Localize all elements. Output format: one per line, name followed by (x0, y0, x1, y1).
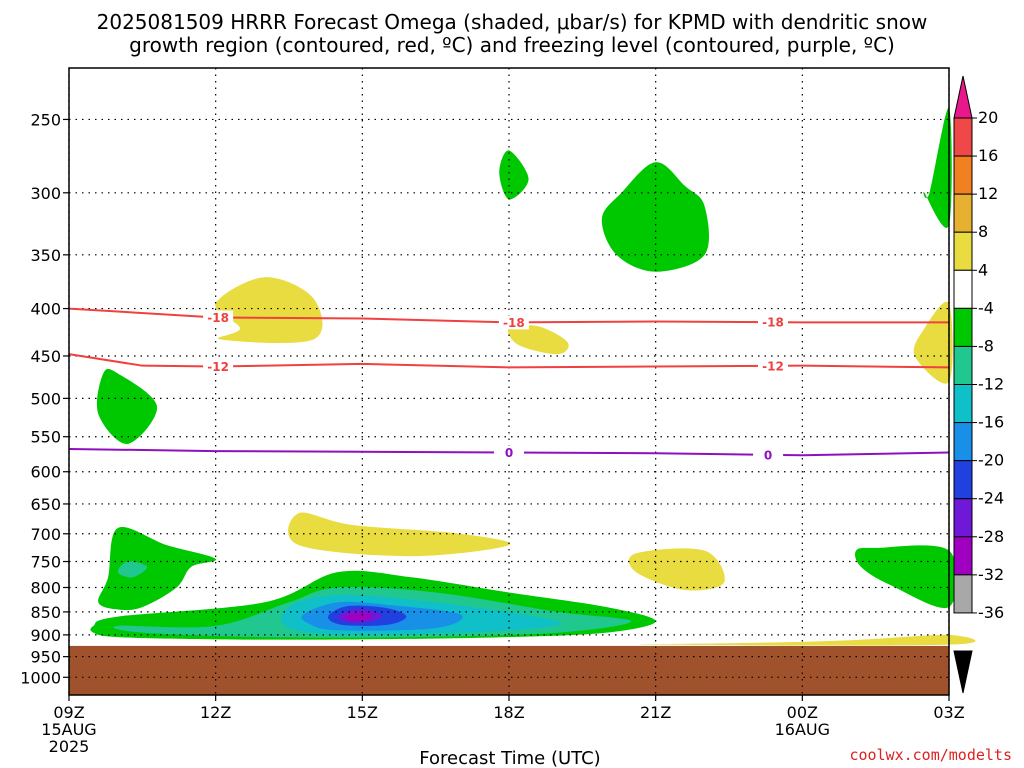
omega-region-10 (855, 545, 958, 609)
x-tick-label: 09Z (53, 703, 84, 722)
colorbar-swatch (953, 536, 973, 576)
colorbar-bottom-arrow (953, 650, 973, 694)
colorbar-swatch (953, 193, 973, 233)
y-tick-label: 350 (30, 246, 61, 265)
y-tick-label: 850 (30, 603, 61, 622)
contour-label-bg (494, 445, 524, 460)
chart-title-line-2: growth region (contoured, red, ºC) and f… (129, 33, 895, 57)
contour-label: 0 (505, 446, 513, 460)
x-tick-date: 16AUG (775, 720, 830, 739)
colorbar-swatch (953, 117, 973, 157)
y-tick-label: 900 (30, 626, 61, 645)
x-tick-year: 2025 (49, 737, 90, 756)
colorbar-label: 20 (978, 108, 998, 127)
colorbar-swatch (953, 307, 973, 347)
colorbar-label: -32 (978, 565, 1004, 584)
x-axis-title: Forecast Time (UTC) (419, 748, 600, 768)
omega-region-0 (499, 150, 529, 200)
colorbar-label: 8 (978, 222, 988, 241)
colorbar-swatch (953, 574, 973, 614)
contour-label-bg (203, 359, 234, 374)
colorbar-label: -24 (978, 489, 1004, 508)
colorbar-label: -4 (978, 298, 994, 317)
colorbar-label: -12 (978, 375, 1004, 394)
omega-region-2 (923, 107, 952, 228)
y-tick-label: 300 (30, 184, 61, 203)
contour-label: -18 (207, 311, 229, 325)
x-tick-date: 15AUG (41, 720, 96, 739)
x-tick-label: 21Z (640, 703, 671, 722)
contour-layer: -18 -18 -18 -12 -12 0 0 (68, 307, 950, 462)
colorbar-swatch (953, 345, 973, 385)
x-tick-label: 15Z (347, 703, 378, 722)
contour-label: -18 (762, 316, 784, 330)
colorbar-label: -8 (978, 336, 994, 355)
omega-region-5 (507, 325, 569, 355)
colorbar-top-arrow (953, 75, 973, 119)
contour-label-bg (498, 315, 529, 330)
y-tick-label: 600 (30, 463, 61, 482)
omega-region-11 (98, 526, 217, 611)
y-tick-label: 800 (30, 578, 61, 597)
contour-label-bg (758, 315, 788, 330)
colorbar-label: -36 (978, 603, 1004, 622)
y-tick-label: 500 (30, 389, 61, 408)
colorbar-swatch (953, 384, 973, 424)
contour-label: -12 (762, 359, 784, 373)
colorbar-label: -20 (978, 451, 1004, 470)
credit-text: coolwx.com/modelts (849, 746, 1012, 764)
colorbar-label: 4 (978, 260, 988, 279)
omega-shading-layer (90, 107, 976, 646)
omega-region-3 (96, 368, 158, 445)
contour-label-bg (203, 310, 234, 325)
colorbar-swatch (953, 269, 973, 309)
omega-region-1 (601, 162, 710, 272)
colorbar-label: 12 (978, 184, 998, 203)
omega-region-7 (288, 512, 511, 557)
y-tick-label: 250 (30, 110, 61, 129)
omega-colorbar: 20 16 12 8 4 -4 -8 -12 -16 -20 -24 -28 -32 -36 (953, 75, 1004, 694)
colorbar-label: -16 (978, 413, 1004, 432)
colorbar-swatch (953, 155, 973, 195)
x-tick-label: 03Z (933, 703, 964, 722)
omega-region-9 (639, 634, 976, 646)
contour-label: 0 (764, 448, 772, 462)
y-tick-label: 450 (30, 347, 61, 366)
omega-region-19 (344, 612, 373, 621)
omega-region-4 (215, 277, 323, 344)
pressure-axis: 250 300 350 400 450 500 550 600 650 700 750 800 850 9… (20, 110, 69, 687)
y-tick-label: 400 (30, 300, 61, 319)
colorbar-swatch (953, 460, 973, 500)
y-tick-label: 650 (30, 495, 61, 514)
colorbar-swatch (953, 231, 973, 271)
x-tick-label: 12Z (200, 703, 231, 722)
omega-region-8 (628, 548, 725, 591)
contour-label: -12 (207, 360, 229, 374)
colorbar-label: -28 (978, 527, 1004, 546)
y-tick-label: 950 (30, 648, 61, 667)
plot-area: -18 -18 -18 -12 -12 0 0 (68, 67, 976, 696)
x-tick-label: 00Z (787, 703, 818, 722)
colorbar-label: 16 (978, 146, 998, 165)
colorbar-swatch (953, 422, 973, 462)
y-tick-label: 750 (30, 553, 61, 572)
colorbar-swatch (953, 498, 973, 538)
contour-label: -18 (503, 316, 525, 330)
chart-title-line-1: 2025081509 HRRR Forecast Omega (shaded, … (97, 10, 928, 34)
x-tick-label: 18Z (493, 703, 524, 722)
contour-label-bg (758, 358, 788, 373)
y-tick-label: 550 (30, 428, 61, 447)
omega-region-13 (117, 561, 148, 578)
y-tick-label: 1000 (20, 668, 61, 687)
contour-label-bg (753, 447, 784, 462)
y-tick-label: 700 (30, 525, 61, 544)
